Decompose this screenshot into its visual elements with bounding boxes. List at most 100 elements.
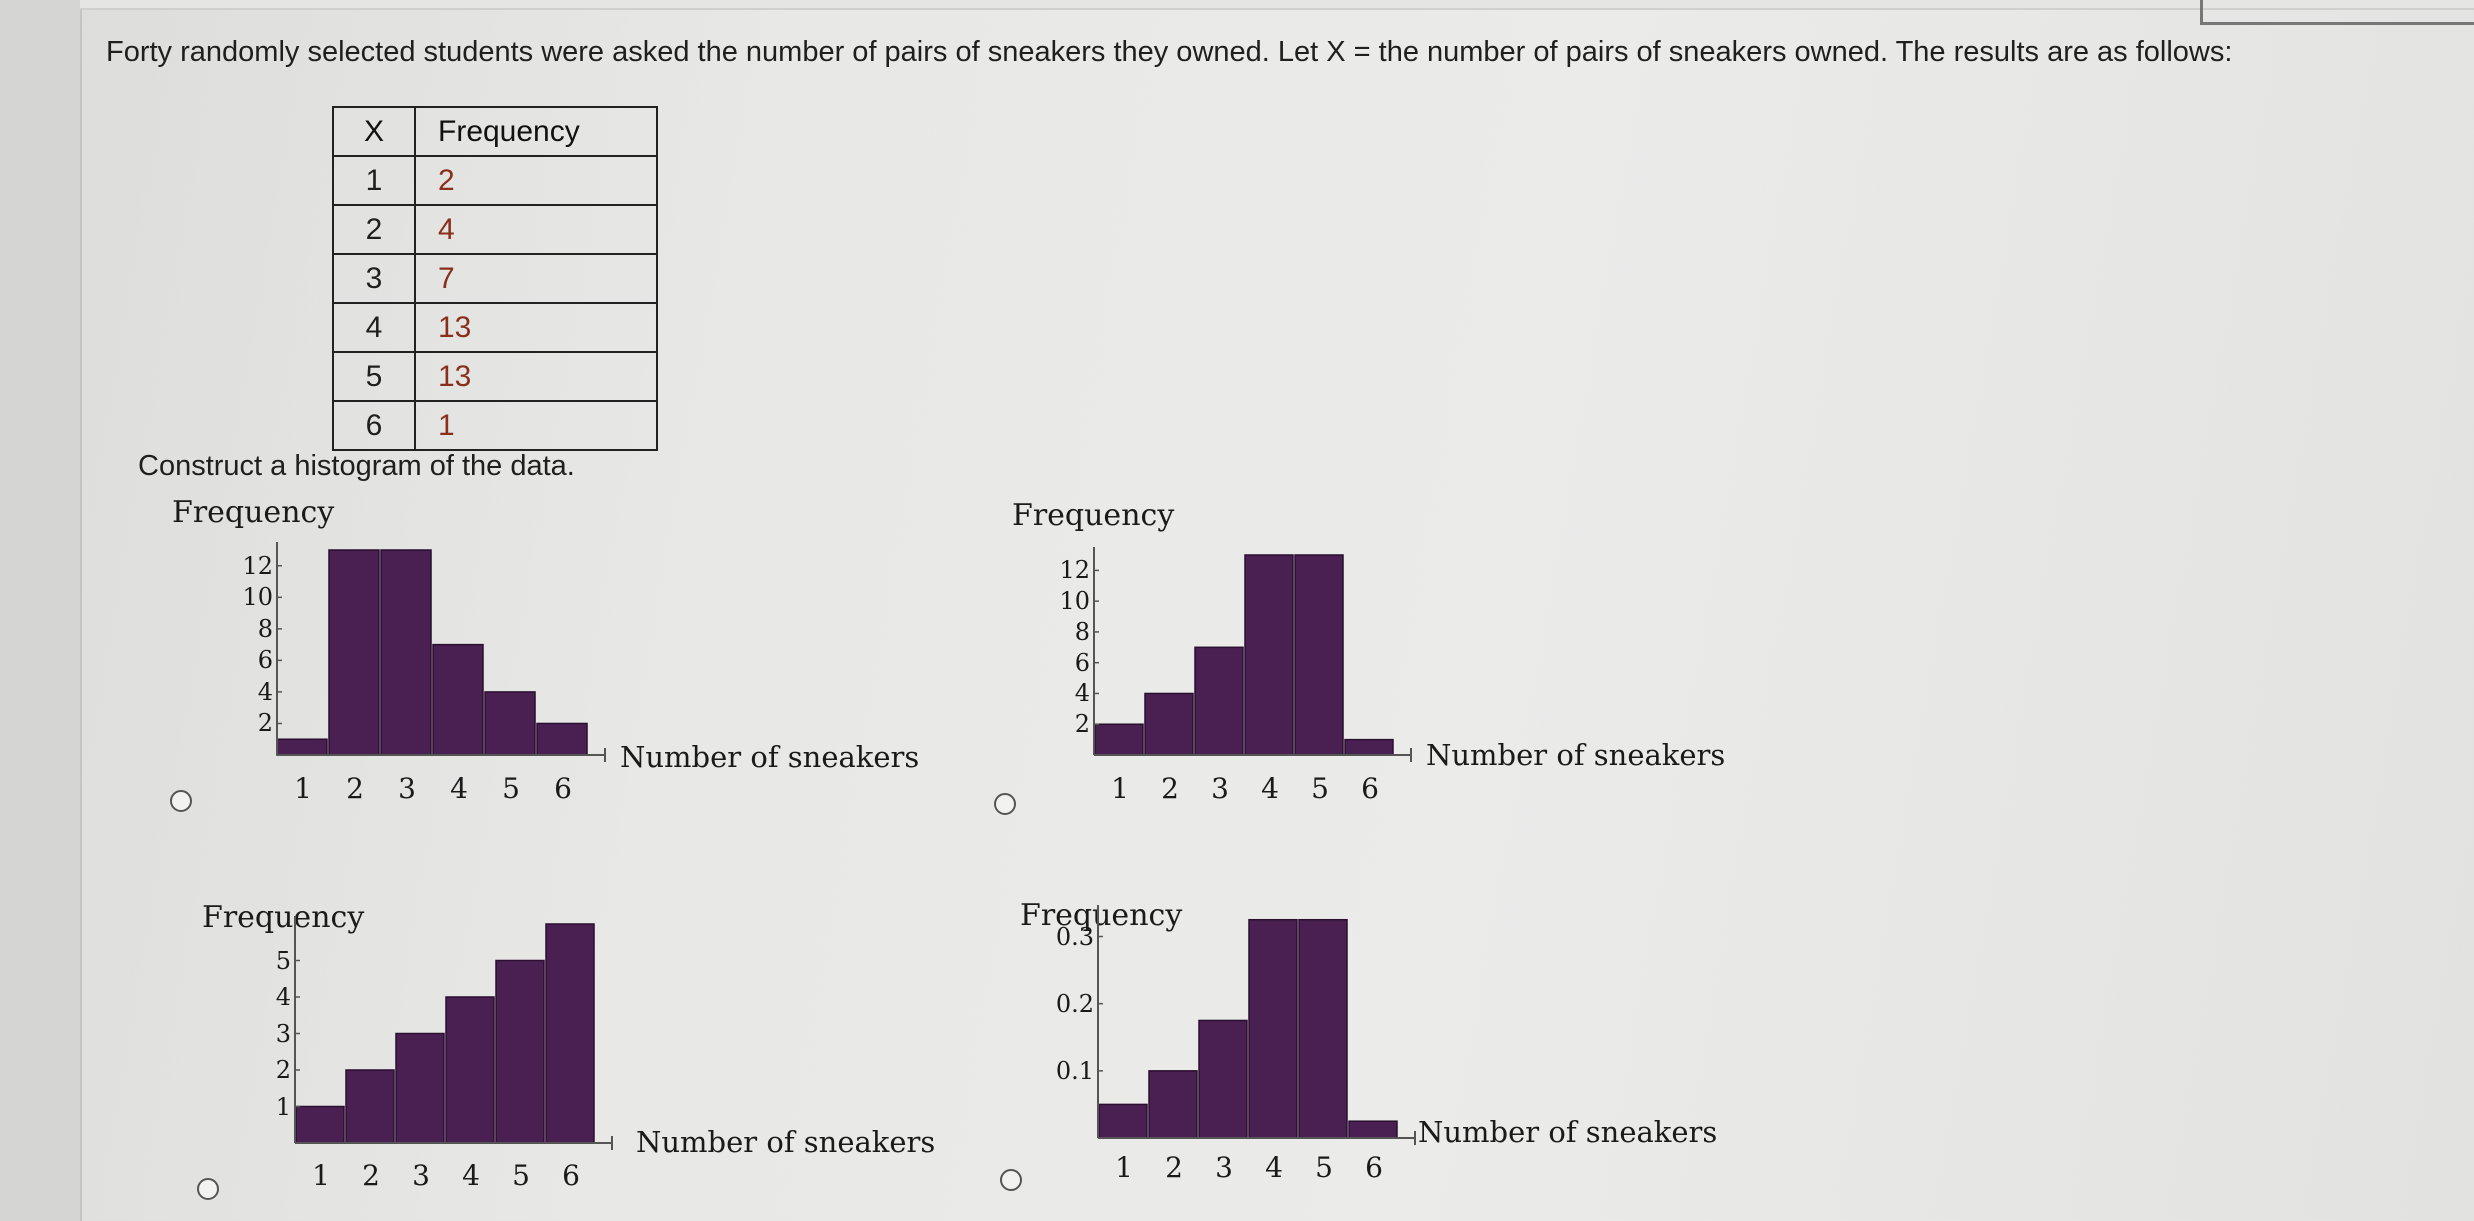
histogram-bar bbox=[1248, 918, 1298, 1139]
histogram-bar bbox=[1094, 723, 1144, 756]
table-cell-x: 5 bbox=[332, 351, 416, 402]
histogram-option-b: Frequency 2 4 6 8 10 12 1 2 3 4 5 6 Number of sneaker… bbox=[1008, 498, 1725, 803]
table-cell-x: 2 bbox=[332, 204, 416, 255]
x-tick-label: 6 bbox=[554, 772, 572, 805]
y-tick-label: 4 bbox=[275, 983, 291, 1011]
x-tick-label: 3 bbox=[412, 1159, 430, 1192]
instruction-text: Construct a histogram of the data. bbox=[138, 450, 575, 482]
x-tick-label: 5 bbox=[502, 772, 520, 805]
histogram-bar bbox=[1098, 1103, 1148, 1139]
x-tick-label: 4 bbox=[1261, 772, 1279, 805]
x-tick-label: 5 bbox=[1311, 772, 1329, 805]
table-cell-frequency: 7 bbox=[414, 253, 658, 304]
histogram-bar bbox=[1344, 738, 1394, 756]
histogram-bar bbox=[545, 923, 595, 1144]
x-tick-label: 6 bbox=[562, 1159, 580, 1192]
table-cell-frequency: 13 bbox=[414, 351, 658, 402]
histogram-plot bbox=[276, 542, 606, 762]
histogram-option-c: Frequency 1 2 3 4 5 1 2 3 4 5 6 Number of sneakers bbox=[200, 900, 935, 1200]
y-tick-label: 2 bbox=[257, 709, 273, 738]
histogram-bar bbox=[328, 549, 380, 756]
y-tick-label: 12 bbox=[1059, 556, 1090, 585]
y-axis-title: Frequency bbox=[1012, 498, 1175, 533]
histogram-plot bbox=[294, 916, 613, 1150]
histogram-plot bbox=[1093, 547, 1412, 762]
table-header-x: X bbox=[332, 106, 416, 157]
y-tick-label: 10 bbox=[242, 583, 273, 612]
histogram-bar bbox=[536, 722, 588, 756]
question-text: Forty randomly selected students were as… bbox=[106, 36, 2233, 68]
y-axis-title: Frequency bbox=[172, 495, 335, 530]
histogram-plot bbox=[1097, 905, 1416, 1145]
y-tick-label: 8 bbox=[257, 614, 273, 643]
histogram-bar bbox=[295, 1105, 345, 1144]
y-tick-label: 12 bbox=[242, 551, 273, 580]
y-tick-label: 5 bbox=[275, 946, 291, 975]
x-tick-label: 2 bbox=[1161, 772, 1179, 805]
y-tick-label: 4 bbox=[257, 677, 273, 706]
histogram-bar bbox=[1244, 554, 1294, 756]
table-cell-frequency: 13 bbox=[414, 302, 658, 353]
y-axis-title: Frequency bbox=[202, 900, 365, 935]
y-tick-label: 2 bbox=[275, 1056, 291, 1084]
option-c-radio[interactable] bbox=[197, 1178, 219, 1200]
histogram-bar bbox=[276, 738, 328, 756]
option-b-radio[interactable] bbox=[994, 793, 1016, 815]
histogram-bar bbox=[1194, 646, 1244, 756]
x-axis-title: Number of sneakers bbox=[1418, 1115, 1718, 1149]
x-tick-label: 3 bbox=[398, 772, 416, 805]
histogram-bar bbox=[380, 549, 432, 756]
y-tick-label: 6 bbox=[257, 646, 273, 675]
histogram-bar bbox=[484, 691, 536, 756]
table-cell-x: 1 bbox=[332, 155, 416, 206]
histogram-option-a: Frequency 2 4 6 8 10 12 1 2 3 4 5 6 Number of sneaker… bbox=[165, 495, 919, 803]
histogram-option-d: Frequency 0.1 0.2 0.3 1 2 3 4 5 6 Number of sneake… bbox=[1016, 898, 1717, 1198]
table-cell-frequency: 1 bbox=[414, 400, 658, 451]
y-axis-title: Frequency bbox=[1020, 898, 1183, 933]
x-tick-label: 1 bbox=[1115, 1151, 1133, 1184]
x-axis-title: Number of sneakers bbox=[636, 1125, 936, 1159]
x-tick-label: 3 bbox=[1215, 1151, 1233, 1184]
table-row: 4 13 bbox=[332, 302, 658, 353]
y-tick-label: 6 bbox=[1074, 648, 1090, 677]
x-tick-label: 2 bbox=[362, 1159, 380, 1192]
histogram-bar bbox=[495, 959, 545, 1144]
y-tick-label: 8 bbox=[1074, 617, 1090, 646]
top-right-frame bbox=[2200, 0, 2474, 25]
table-cell-x: 4 bbox=[332, 302, 416, 353]
y-tick-label: 10 bbox=[1059, 587, 1090, 616]
table-cell-x: 6 bbox=[332, 400, 416, 451]
x-tick-label: 2 bbox=[346, 772, 364, 805]
left-margin-strip bbox=[0, 0, 82, 1221]
table-cell-frequency: 4 bbox=[414, 204, 658, 255]
table-header-frequency: Frequency bbox=[414, 106, 658, 157]
histogram-bar bbox=[1348, 1120, 1398, 1139]
table-cell-frequency: 2 bbox=[414, 155, 658, 206]
x-axis-title: Number of sneakers bbox=[620, 740, 920, 774]
histogram-bar bbox=[1148, 1070, 1198, 1139]
x-tick-label: 5 bbox=[1315, 1151, 1333, 1184]
x-tick-label: 4 bbox=[450, 772, 468, 805]
option-a-radio[interactable] bbox=[170, 790, 192, 812]
y-tick-label: 0.3 bbox=[1055, 922, 1094, 951]
y-tick-label: 1 bbox=[275, 1092, 291, 1121]
histogram-bar bbox=[1298, 918, 1348, 1139]
histogram-bar bbox=[1294, 554, 1344, 756]
x-tick-label: 1 bbox=[312, 1159, 330, 1192]
histogram-bar bbox=[395, 1032, 445, 1144]
table-cell-x: 3 bbox=[332, 253, 416, 304]
option-d-radio[interactable] bbox=[1000, 1169, 1022, 1191]
x-tick-label: 1 bbox=[1111, 772, 1129, 805]
histogram-bar bbox=[1144, 692, 1194, 756]
table-row: 5 13 bbox=[332, 351, 658, 402]
histogram-bar bbox=[1198, 1019, 1248, 1139]
y-tick-label: 0.2 bbox=[1055, 989, 1094, 1018]
table-header-row: X Frequency bbox=[332, 106, 658, 157]
x-tick-label: 4 bbox=[1265, 1151, 1283, 1184]
x-tick-label: 6 bbox=[1361, 772, 1379, 805]
y-tick-label: 2 bbox=[1074, 710, 1090, 739]
